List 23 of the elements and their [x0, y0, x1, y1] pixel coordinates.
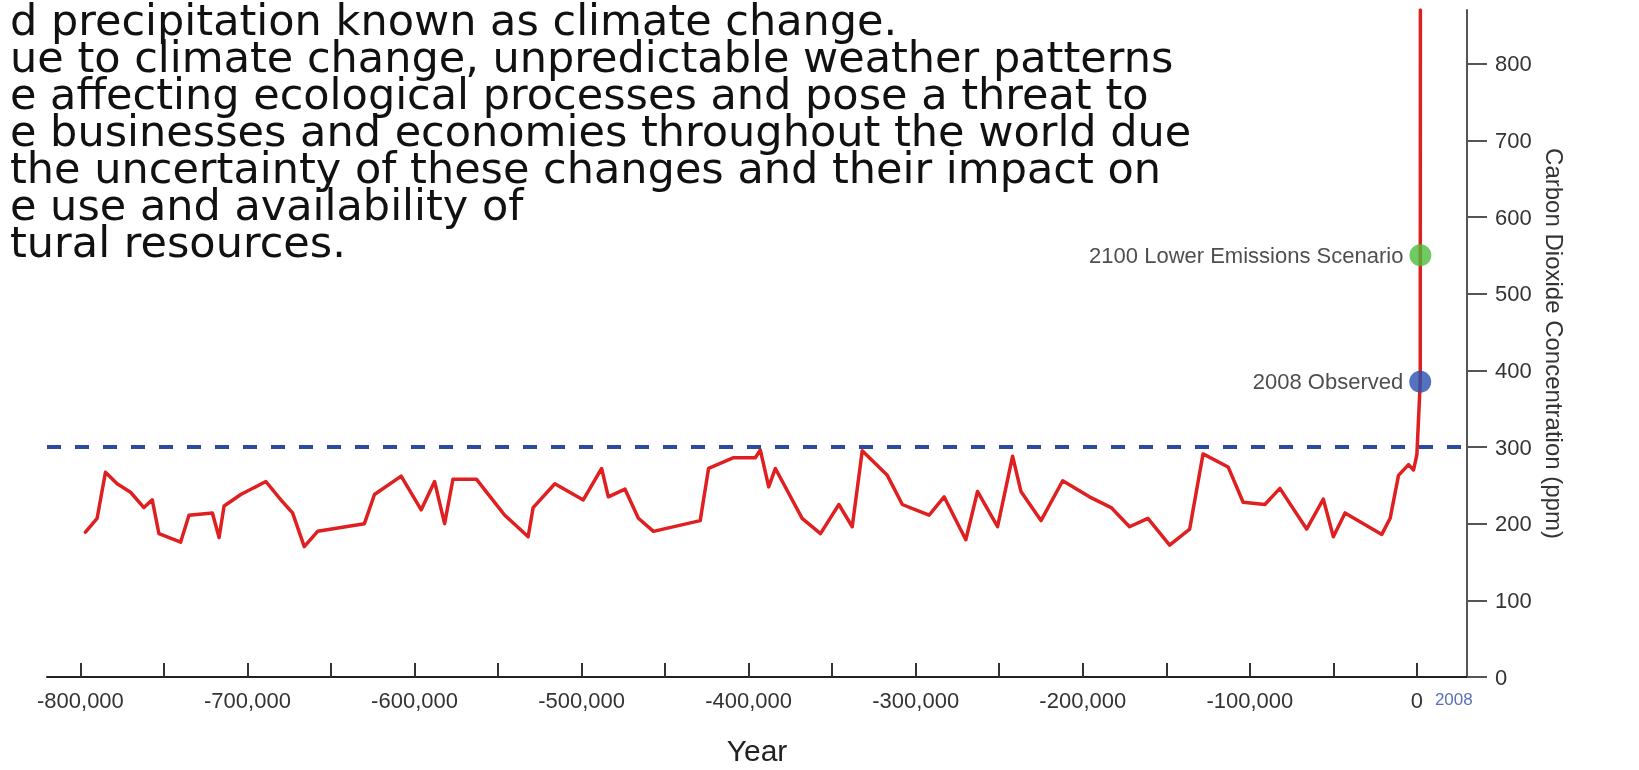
series-label: 2100 Lower Emissions Scenario — [1089, 242, 1404, 268]
x-tick-label: -100,000 — [1206, 687, 1294, 713]
y-tick-label: 100 — [1495, 587, 1532, 613]
y-tick-label: 600 — [1495, 204, 1532, 230]
series-label: 2008 Observed — [1252, 369, 1404, 395]
y-axis-title: Carbon Dioxide Concentration (ppm) — [1541, 148, 1569, 539]
y-tick-label: 800 — [1495, 51, 1532, 77]
x-tick-label: -800,000 — [36, 687, 124, 713]
x-tick-label: -400,000 — [705, 687, 793, 713]
y-tick-label: 300 — [1495, 434, 1532, 460]
y-tick-label: 0 — [1495, 664, 1508, 690]
y-tick-label: 200 — [1495, 511, 1532, 537]
x-tick-label: -300,000 — [872, 687, 960, 713]
y-tick-label: 700 — [1495, 127, 1532, 153]
x-tick-label: -700,000 — [204, 687, 291, 713]
x-tick-label: -600,000 — [371, 687, 458, 713]
x-tick-label: -500,000 — [538, 687, 626, 713]
x-tick-label: -200,000 — [1039, 687, 1127, 713]
y-tick-label: 400 — [1495, 357, 1532, 383]
x-tick-label: 0 — [1410, 687, 1424, 713]
text: 2008 — [1434, 690, 1473, 709]
x-axis-title: Year — [726, 733, 788, 767]
y-tick-label: 500 — [1495, 281, 1532, 307]
